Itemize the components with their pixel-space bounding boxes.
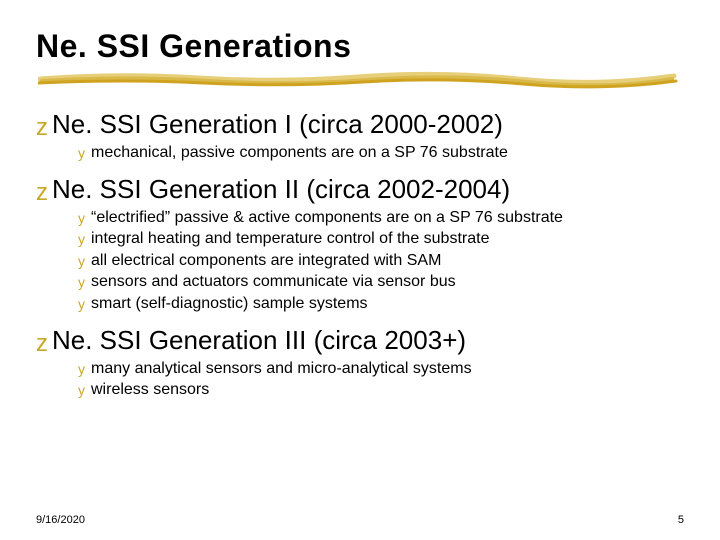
- footer-page: 5: [678, 514, 684, 526]
- slide: Ne. SSI Generations z Ne. SSI Generation…: [0, 0, 720, 540]
- list-item: y integral heating and temperature contr…: [78, 228, 684, 250]
- sub-list: y “electrified” passive & active compone…: [78, 207, 684, 315]
- list-item: y mechanical, passive components are on …: [78, 142, 684, 164]
- sub-bullet-icon: y: [78, 209, 85, 228]
- sub-text: wireless sensors: [91, 379, 209, 401]
- main-bullet: z Ne. SSI Generation II (circa 2002-2004…: [36, 174, 684, 205]
- title-underline: [38, 71, 684, 87]
- list-item: y many analytical sensors and micro-anal…: [78, 358, 684, 380]
- bullet-icon: z: [36, 332, 48, 356]
- sub-text: smart (self-diagnostic) sample systems: [91, 293, 368, 315]
- sub-text: many analytical sensors and micro-analyt…: [91, 358, 472, 380]
- sub-bullet-icon: y: [78, 381, 85, 400]
- sub-list: y mechanical, passive components are on …: [78, 142, 684, 164]
- sub-text: integral heating and temperature control…: [91, 228, 489, 250]
- sub-text: all electrical components are integrated…: [91, 250, 441, 272]
- sub-text: mechanical, passive components are on a …: [91, 142, 508, 164]
- bullet-icon: z: [36, 116, 48, 140]
- sub-bullet-icon: y: [78, 144, 85, 163]
- main-bullet: z Ne. SSI Generation III (circa 2003+): [36, 325, 684, 356]
- main-bullet: z Ne. SSI Generation I (circa 2000-2002): [36, 109, 684, 140]
- footer-date: 9/16/2020: [36, 514, 85, 526]
- list-item: y “electrified” passive & active compone…: [78, 207, 684, 229]
- list-item: y sensors and actuators communicate via …: [78, 271, 684, 293]
- section-gen-2: z Ne. SSI Generation II (circa 2002-2004…: [36, 174, 684, 315]
- section-heading: Ne. SSI Generation II (circa 2002-2004): [52, 174, 510, 205]
- sub-bullet-icon: y: [78, 273, 85, 292]
- footer: 9/16/2020 5: [36, 514, 684, 526]
- sub-list: y many analytical sensors and micro-anal…: [78, 358, 684, 401]
- section-heading: Ne. SSI Generation III (circa 2003+): [52, 325, 466, 356]
- sub-text: “electrified” passive & active component…: [91, 207, 563, 229]
- bullet-icon: z: [36, 181, 48, 205]
- list-item: y all electrical components are integrat…: [78, 250, 684, 272]
- slide-title: Ne. SSI Generations: [36, 28, 684, 65]
- sub-bullet-icon: y: [78, 230, 85, 249]
- sub-bullet-icon: y: [78, 360, 85, 379]
- section-gen-3: z Ne. SSI Generation III (circa 2003+) y…: [36, 325, 684, 401]
- list-item: y smart (self-diagnostic) sample systems: [78, 293, 684, 315]
- section-gen-1: z Ne. SSI Generation I (circa 2000-2002)…: [36, 109, 684, 164]
- sub-bullet-icon: y: [78, 252, 85, 271]
- list-item: y wireless sensors: [78, 379, 684, 401]
- section-heading: Ne. SSI Generation I (circa 2000-2002): [52, 109, 503, 140]
- sub-text: sensors and actuators communicate via se…: [91, 271, 456, 293]
- sub-bullet-icon: y: [78, 295, 85, 314]
